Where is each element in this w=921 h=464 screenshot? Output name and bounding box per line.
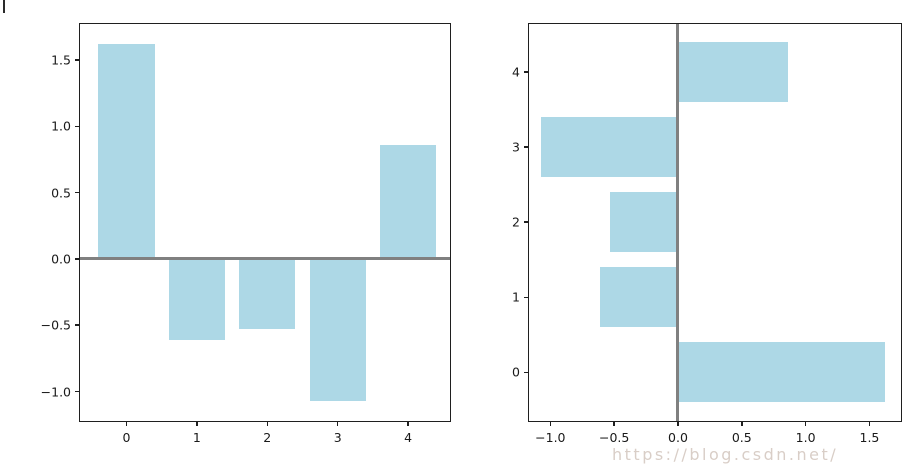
y-tick-label: 1.5	[51, 52, 71, 68]
y-tick-mark	[75, 324, 79, 326]
y-tick-label: 3	[512, 139, 520, 155]
x-tick-label: 2	[263, 430, 272, 445]
bar-x4	[379, 144, 437, 259]
y-tick-label: 0.0	[51, 251, 71, 267]
y-tick-mark	[75, 390, 79, 393]
x-tick-mark	[868, 422, 871, 426]
y-tick-mark	[75, 125, 79, 128]
y-tick-label: 4	[512, 64, 520, 80]
x-tick-mark	[549, 422, 552, 426]
x-tick-label: 3	[333, 430, 342, 445]
x-tick-mark	[266, 422, 269, 426]
x-tick-label: 4	[404, 430, 413, 445]
left-axes-vertical-bar-chart: 0 1 2 3 4 −1.0 −0.5 0.0 0.5 1.0 1.5	[41, 23, 451, 444]
y-tick-mark	[524, 371, 528, 374]
y-tick-label: 1	[512, 289, 520, 305]
bar-x1	[168, 258, 226, 340]
x-tick-mark	[804, 422, 807, 426]
x-tick-mark	[407, 422, 409, 426]
zero-axvline	[676, 23, 680, 422]
bar-x0	[98, 44, 155, 259]
bar-x3	[309, 258, 366, 401]
bar-y1	[600, 267, 678, 328]
bar-y2	[610, 192, 678, 253]
x-tick-label: 1.5	[859, 430, 880, 445]
watermark-text: https://blog.csdn.net/	[612, 445, 839, 464]
figure-canvas: 0 1 2 3 4 −1.0 −0.5 0.0 0.5 1.0 1.5 −1.0 −0.5 0.0 0.5…	[3, 0, 902, 464]
y-tick-mark	[524, 146, 528, 148]
x-tick-label: 1.0	[795, 430, 816, 445]
y-tick-label: −1.0	[40, 384, 71, 399]
y-tick-mark	[524, 221, 528, 223]
x-tick-label: 0	[122, 430, 131, 445]
y-tick-mark	[75, 191, 79, 194]
x-tick-label: 1	[192, 430, 201, 445]
y-tick-label: 1.0	[51, 118, 71, 134]
x-tick-label: 0.0	[668, 430, 688, 445]
x-tick-mark	[196, 422, 198, 426]
y-tick-mark	[524, 71, 528, 73]
x-tick-mark	[336, 422, 339, 426]
y-tick-label: 0.5	[51, 185, 71, 201]
x-tick-label: −0.5	[598, 430, 630, 445]
zero-axhline	[79, 257, 451, 261]
y-tick-label: −0.5	[40, 317, 71, 333]
y-tick-label: 0	[512, 364, 520, 380]
bar-y0	[677, 342, 885, 403]
bar-y3	[541, 116, 678, 178]
y-tick-mark	[75, 59, 79, 61]
crop-artifact-line	[3, 0, 5, 13]
x-tick-mark	[613, 422, 615, 426]
x-tick-mark	[125, 422, 128, 426]
right-axes-horizontal-bar-chart: −1.0 −0.5 0.0 0.5 1.0 1.5 0 1 2 3 4	[512, 23, 902, 444]
y-tick-mark	[524, 296, 528, 298]
y-tick-mark	[75, 258, 79, 260]
x-tick-label: 0.5	[731, 430, 752, 445]
x-tick-mark	[677, 422, 679, 426]
x-tick-label: −1.0	[535, 430, 566, 445]
x-tick-mark	[741, 422, 743, 426]
y-tick-label: 2	[512, 214, 520, 230]
bar-x2	[239, 258, 296, 330]
bar-y4	[677, 41, 788, 102]
